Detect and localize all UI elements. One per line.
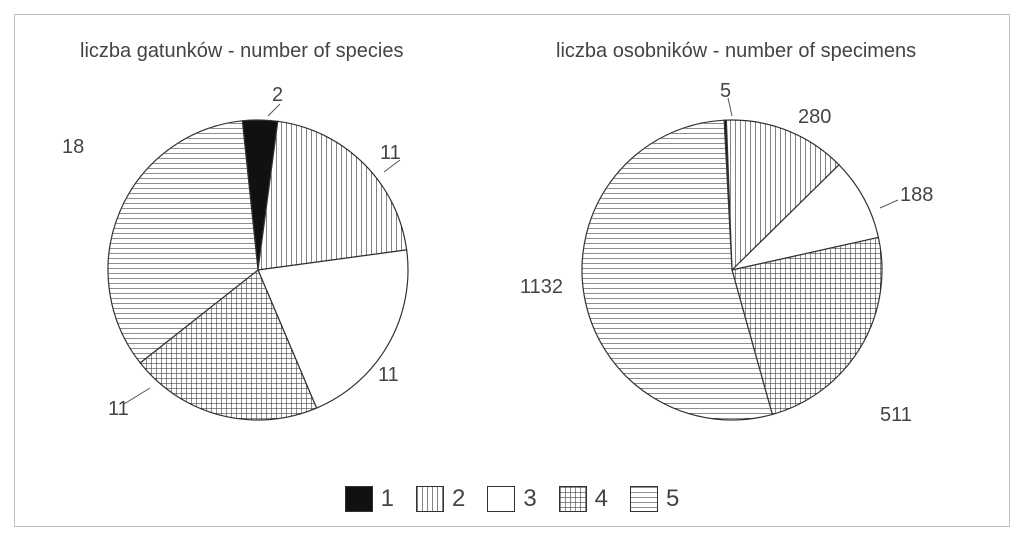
slice-label-species: 11 [108, 398, 129, 421]
slice-label-species: 2 [272, 84, 283, 107]
slice-label-species: 18 [62, 136, 84, 159]
legend-item-3: 3 [487, 485, 536, 513]
legend-item-2: 2 [416, 485, 465, 513]
leader-line [0, 0, 1024, 541]
legend-item-1: 1 [345, 485, 394, 513]
legend-swatch-5 [630, 486, 658, 512]
slice-label-specimens: 5 [720, 80, 731, 103]
legend-label: 5 [666, 485, 679, 513]
legend: 1 2 [0, 485, 1024, 513]
slice-label-specimens: 280 [798, 106, 831, 129]
slice-label-specimens: 511 [880, 404, 912, 427]
legend-label: 4 [595, 485, 608, 513]
legend-swatch-1 [345, 486, 373, 512]
legend-swatch-4 [559, 486, 587, 512]
legend-label: 3 [523, 485, 536, 513]
legend-item-4: 4 [559, 485, 608, 513]
slice-label-specimens: 188 [900, 184, 933, 207]
slice-label-species: 11 [380, 142, 401, 165]
legend-swatch-2 [416, 486, 444, 512]
slice-label-species: 11 [378, 364, 399, 387]
legend-item-5: 5 [630, 485, 679, 513]
legend-label: 2 [452, 485, 465, 513]
slice-label-specimens: 1132 [520, 276, 563, 299]
legend-label: 1 [381, 485, 394, 513]
legend-swatch-3 [487, 486, 515, 512]
